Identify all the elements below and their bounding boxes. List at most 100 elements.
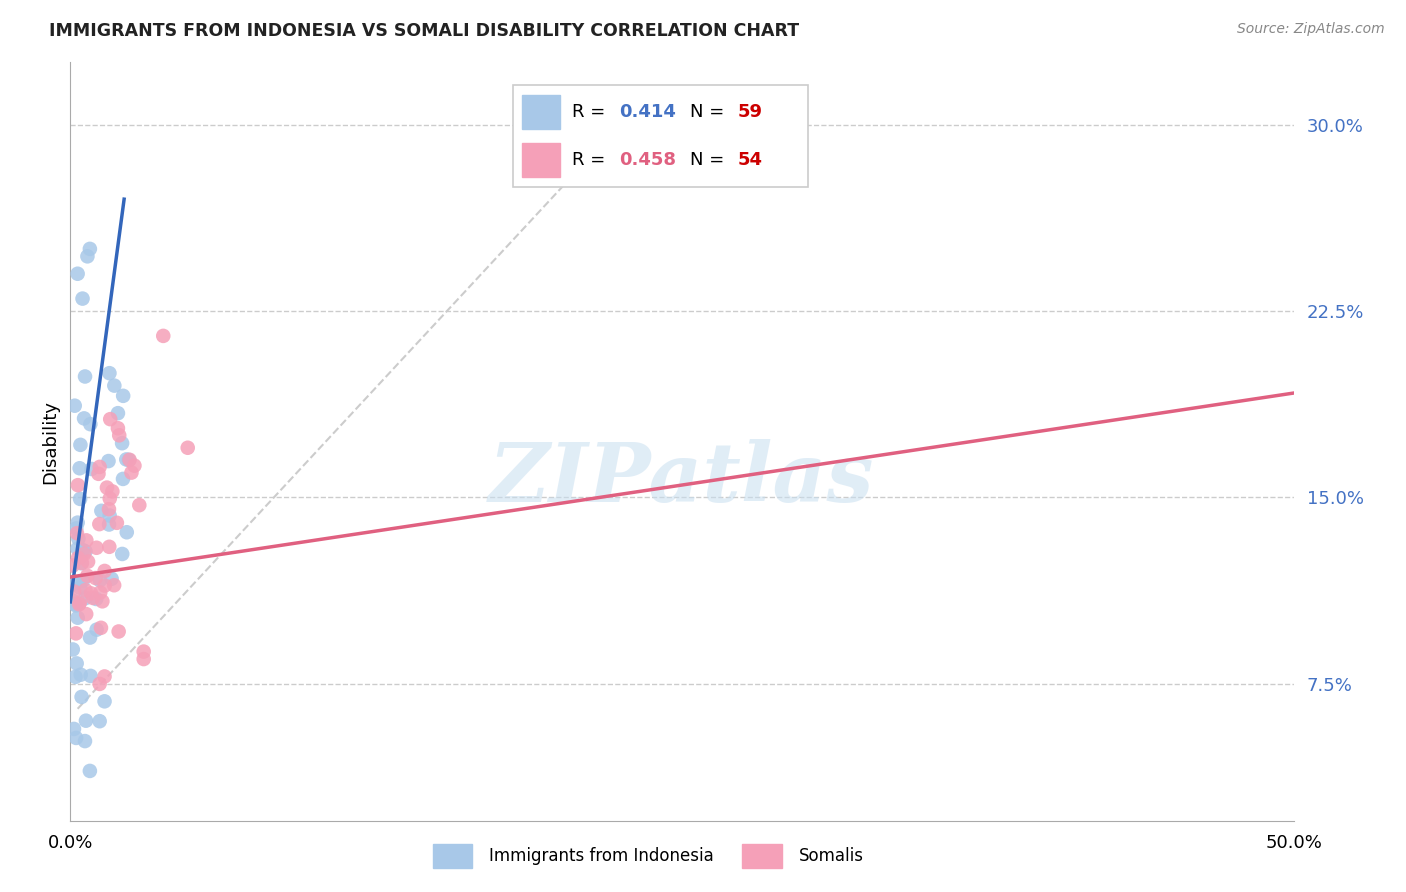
Point [70,690,93,704]
Point [177,441,200,455]
Point [76,569,98,583]
Point [89,677,111,691]
Point [72,543,94,558]
Point [107,624,129,639]
Point [90,504,112,518]
Bar [742,844,782,868]
Point [72,292,94,306]
Point [65,626,87,640]
Point [152,329,174,343]
Point [73,734,96,748]
Point [63,584,86,599]
Point [98,540,121,554]
Point [62,558,84,573]
Point [66,516,89,530]
Point [108,428,131,442]
Point [101,484,124,499]
Y-axis label: Disability: Disability [41,400,59,483]
Point [67,551,90,566]
Point [66,267,89,281]
Point [124,458,146,473]
Point [103,378,125,392]
Point [65,576,87,591]
Point [75,591,97,606]
Point [65,599,87,613]
Point [128,498,150,512]
Point [73,547,96,561]
Point [69,461,91,475]
Text: 59: 59 [738,103,762,121]
Point [75,714,97,728]
Point [70,556,93,570]
Text: 54: 54 [738,151,762,169]
Bar [522,144,561,177]
Point [93,578,115,592]
Point [132,652,155,666]
Point [96,481,118,495]
Point [98,366,121,380]
Point [111,547,134,561]
Point [79,669,101,683]
Point [89,714,111,729]
Point [63,597,86,611]
Text: Source: ZipAtlas.com: Source: ZipAtlas.com [1237,22,1385,37]
Point [118,453,141,467]
Point [79,242,101,256]
Point [77,555,100,569]
Point [65,521,87,535]
Point [121,466,143,480]
Point [86,541,108,555]
Point [115,525,138,540]
Point [79,417,101,432]
Point [65,731,87,745]
Point [62,642,84,657]
Point [75,607,97,621]
Point [103,578,125,592]
Point [75,533,97,548]
Point [90,621,112,635]
Point [79,764,101,778]
Point [87,467,110,481]
Point [65,670,87,684]
Point [89,585,111,599]
Bar [522,95,561,128]
Point [115,452,138,467]
Point [80,462,103,476]
Text: N =: N = [690,151,730,169]
Point [75,544,97,558]
Bar [433,844,472,868]
Point [66,526,89,541]
Point [98,412,121,426]
Point [82,591,104,605]
Point [69,667,91,681]
Point [107,406,129,420]
Text: IMMIGRANTS FROM INDONESIA VS SOMALI DISABILITY CORRELATION CHART: IMMIGRANTS FROM INDONESIA VS SOMALI DISA… [49,22,800,40]
Text: Immigrants from Indonesia: Immigrants from Indonesia [489,847,714,865]
Point [91,594,114,608]
Point [66,541,89,556]
Point [66,657,89,671]
Point [76,249,98,263]
Point [69,596,91,610]
Point [63,722,86,736]
Point [89,459,111,474]
Point [97,502,120,516]
Point [69,438,91,452]
Point [112,389,135,403]
Point [98,508,121,523]
Point [111,436,134,450]
Point [84,571,107,585]
Text: 0.458: 0.458 [620,151,676,169]
Point [66,478,89,492]
Point [98,517,121,532]
Point [93,694,115,708]
Point [86,623,108,637]
Point [75,583,97,598]
Point [100,572,122,586]
Point [97,454,120,468]
Point [93,564,115,578]
Point [69,581,91,595]
Point [70,556,93,570]
Text: N =: N = [690,103,730,121]
Point [79,631,101,645]
